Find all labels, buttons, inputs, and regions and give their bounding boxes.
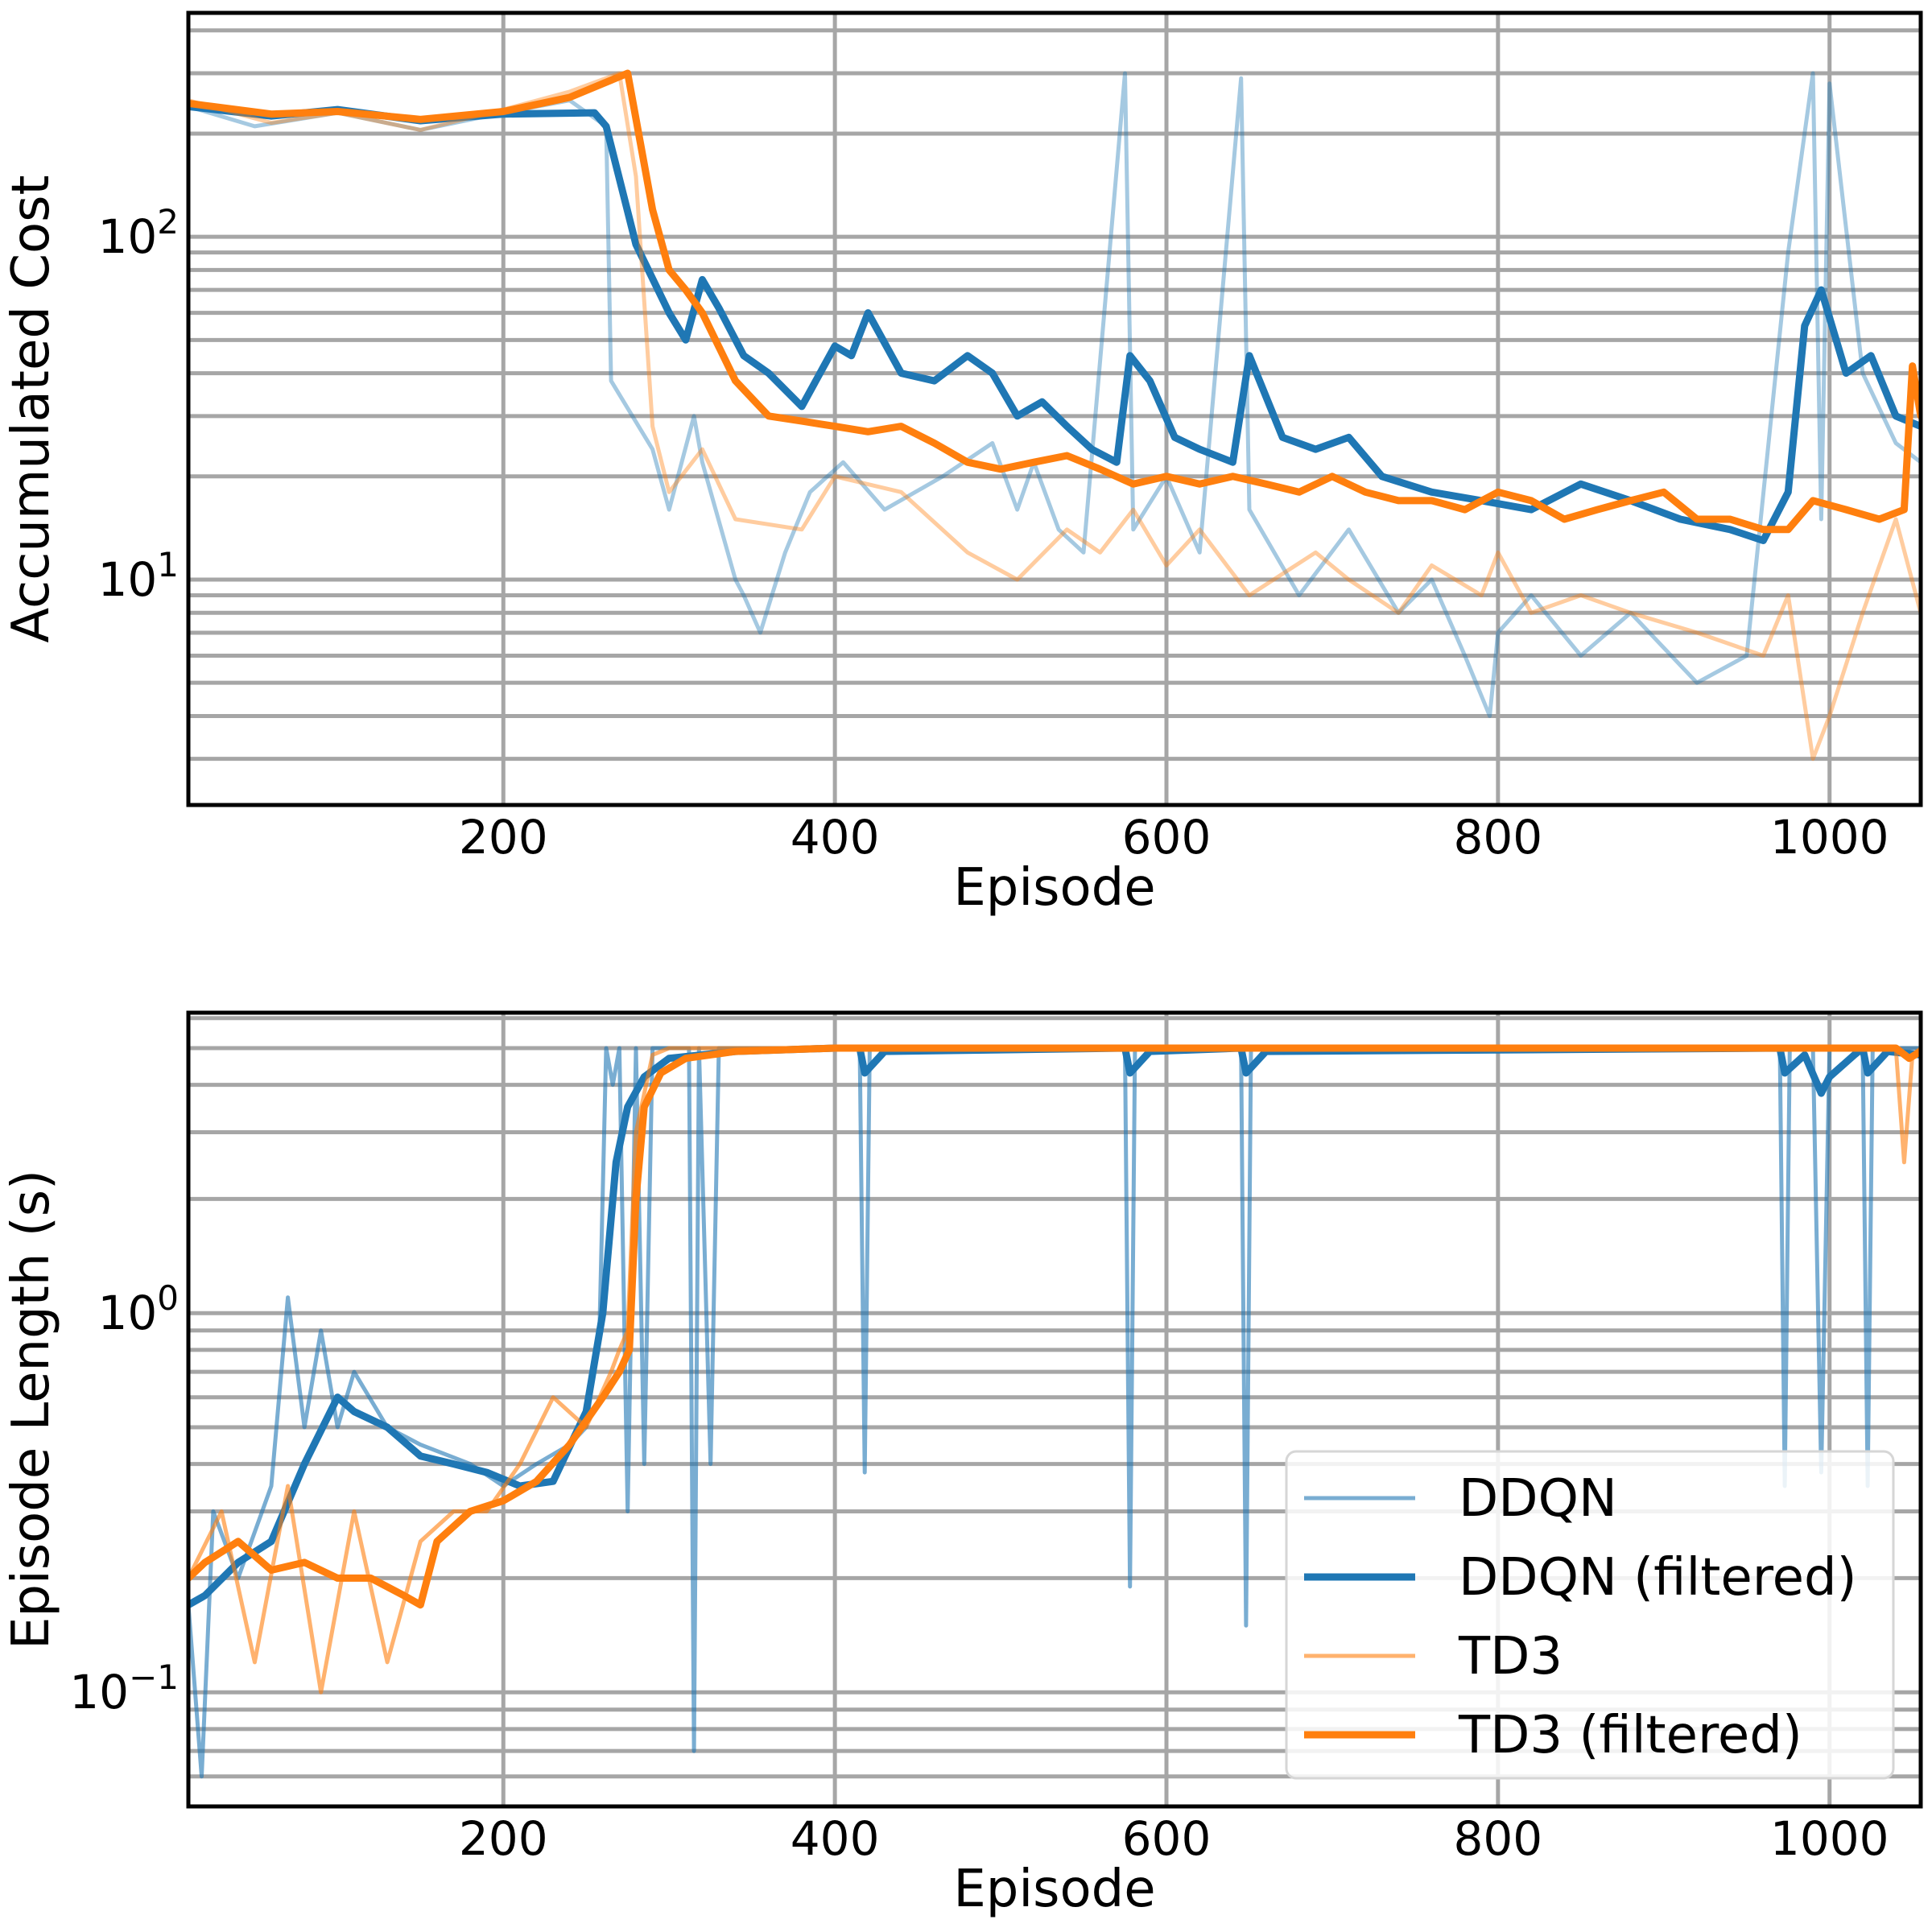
x-tick-label: 400 [791, 810, 880, 865]
x-tick-label: 1000 [1770, 810, 1889, 865]
y-tick-label: 10−1 [69, 1657, 179, 1719]
y-tick-label: 100 [97, 1278, 179, 1340]
legend-label-ddqn: DDQN [1459, 1469, 1617, 1529]
x-tick-label: 800 [1454, 810, 1543, 865]
legend: DDQN DDQN (filtered) TD3 TD3 (filtered) [1285, 1450, 1895, 1780]
series-line-ddqn-filtered [188, 102, 1921, 544]
x-tick-label: 1000 [1770, 1811, 1889, 1866]
x-tick-label: 600 [1122, 1811, 1212, 1866]
x-axis-label: Episode [953, 858, 1155, 918]
series-line-td3 [188, 71, 1921, 762]
legend-label-ddqn-filtered: DDQN (filtered) [1459, 1548, 1857, 1608]
x-tick-label: 200 [459, 1811, 548, 1866]
plot-frame [186, 1010, 1923, 1809]
y-tick-label: 102 [97, 202, 179, 264]
x-tick-label: 400 [791, 1811, 880, 1866]
series-line-td3-filtered [188, 1044, 1921, 1609]
plot-frame [186, 10, 1923, 807]
y-axis-label: Episode Length (s) [2, 1170, 61, 1649]
x-tick-label: 200 [459, 810, 548, 865]
x-tick-label: 800 [1454, 1811, 1543, 1866]
series-line-td3-filtered [188, 69, 1921, 534]
legend-box [1285, 1450, 1895, 1780]
legend-label-td3: TD3 [1458, 1627, 1563, 1686]
x-axis-label: Episode [953, 1860, 1155, 1919]
series-group [188, 69, 1921, 762]
y-tick-label: 101 [97, 545, 179, 607]
x-tick-label: 600 [1122, 810, 1212, 865]
grid-lines [188, 13, 1921, 805]
length-chart-panel: 200 400 600 800 1000 10−1 100 Episode Episode Le… [2, 1010, 1923, 1919]
series-group [188, 1044, 1921, 1779]
legend-label-td3-filtered: TD3 (filtered) [1458, 1706, 1802, 1765]
series-line-ddqn [188, 71, 1921, 718]
cost-chart-panel: 200 400 600 800 1000 101 102 Episode Accumulated… [2, 10, 1923, 918]
y-axis-label: Accumulated Cost [2, 175, 61, 642]
